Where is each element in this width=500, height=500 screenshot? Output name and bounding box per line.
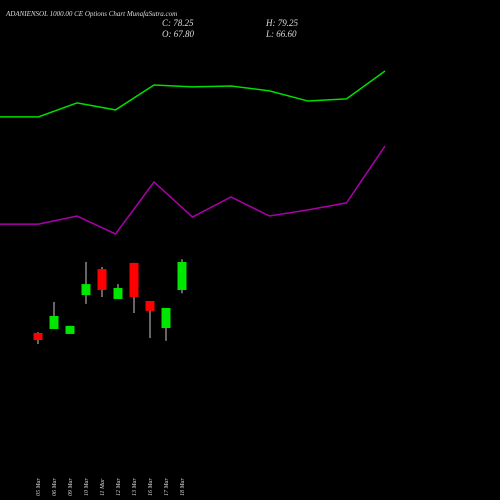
high-info: H: 79.25 [265, 18, 298, 28]
close-info: C: 78.25 [162, 18, 194, 28]
x-tick-label: 13 Mar [132, 478, 138, 496]
candle-body [177, 261, 187, 290]
x-tick-label: 06 Mar [52, 478, 58, 496]
chart-title: ADANIENSOL 1000.00 CE Options Chart Muna… [5, 10, 177, 18]
x-tick-label: 11 Mar [100, 478, 106, 496]
candle-body [113, 287, 123, 299]
x-tick-label: 18 Mar [180, 478, 186, 496]
x-tick-label: 17 Mar [164, 478, 170, 496]
x-tick-label: 16 Mar [148, 478, 154, 496]
candle-body [33, 333, 43, 340]
candle-body [49, 315, 59, 329]
candle-body [65, 325, 75, 334]
open-info: O: 67.80 [162, 29, 194, 39]
indicator-line [0, 145, 386, 235]
x-tick-label: 12 Mar [116, 478, 122, 496]
low-info: L: 66.60 [265, 29, 297, 39]
candle-body [129, 262, 139, 297]
candle-body [145, 300, 155, 311]
x-tick-label: 10 Mar [84, 478, 90, 496]
x-tick-label: 05 Mar [36, 478, 42, 496]
candle-body [81, 284, 91, 296]
candle-body [97, 269, 107, 290]
indicator-line [0, 70, 386, 118]
x-tick-label: 09 Mar [68, 478, 74, 496]
candle-body [161, 307, 171, 329]
